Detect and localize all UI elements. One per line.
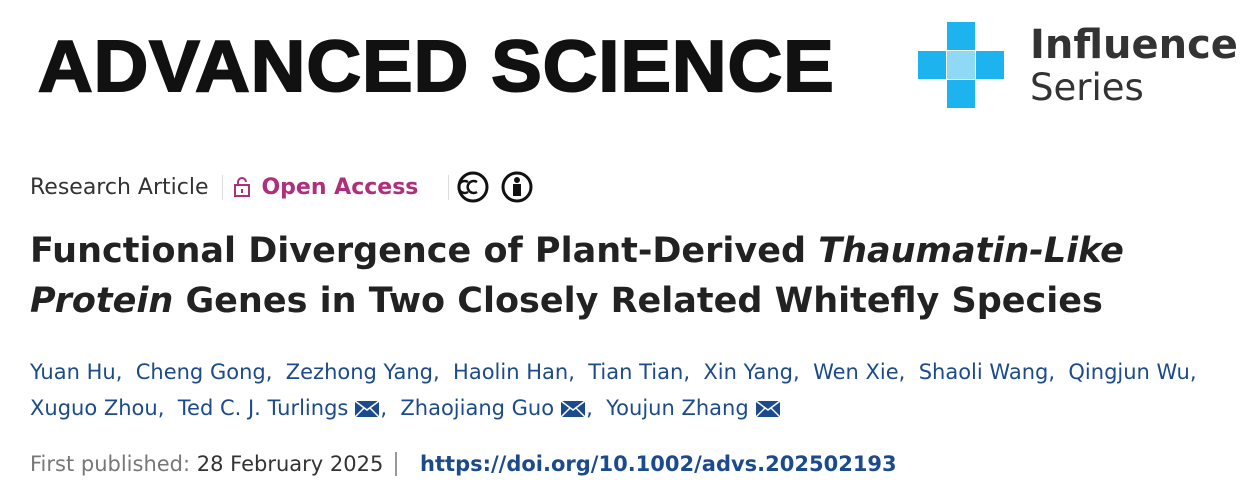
author-name[interactable]: Haolin Han xyxy=(453,360,569,384)
open-access: Open Access xyxy=(233,174,450,200)
article-title: Functional Divergence of Plant-Derived T… xyxy=(30,226,1240,326)
author-name[interactable]: Zezhong Yang xyxy=(285,360,433,384)
author-name[interactable]: Tian Tian xyxy=(588,360,684,384)
author-list: Yuan Hu Cheng Gong Zezhong Yang Haolin H… xyxy=(30,354,1230,426)
series-icon xyxy=(918,22,1004,108)
published-label: First published: xyxy=(30,452,191,476)
published-date: 28 February 2025 xyxy=(196,452,398,476)
article-meta: Research Article Open Access xyxy=(30,170,549,204)
author-name[interactable]: Youjun Zhang xyxy=(606,396,749,420)
series-subtitle: Series xyxy=(1030,66,1144,109)
author: Zhaojiang Guo xyxy=(400,396,599,420)
author: Xuguo Zhou xyxy=(30,396,171,420)
author-name[interactable]: Yuan Hu xyxy=(30,360,116,384)
author-name[interactable]: Qingjun Wu xyxy=(1068,360,1190,384)
publication-info: First published: 28 February 2025 https:… xyxy=(30,452,897,476)
email-icon[interactable] xyxy=(354,400,380,418)
email-icon[interactable] xyxy=(560,400,586,418)
author: Tian Tian xyxy=(588,360,696,384)
author: Youjun Zhang xyxy=(606,396,781,420)
email-icon[interactable] xyxy=(755,400,781,418)
author-name[interactable]: Zhaojiang Guo xyxy=(400,396,555,420)
author: Xin Yang xyxy=(703,360,806,384)
doi-link[interactable]: https://doi.org/10.1002/advs.202502193 xyxy=(420,452,897,476)
author-name[interactable]: Cheng Gong xyxy=(135,360,266,384)
author: Cheng Gong xyxy=(136,360,279,384)
author: Qingjun Wu xyxy=(1068,360,1203,384)
author-name[interactable]: Wen Xie xyxy=(813,360,899,384)
author-name[interactable]: Ted C. J. Turlings xyxy=(177,396,349,420)
open-access-label: Open Access xyxy=(261,174,419,200)
author: Yuan Hu xyxy=(30,360,129,384)
author-name[interactable]: Xuguo Zhou xyxy=(30,396,158,420)
author: Zezhong Yang xyxy=(286,360,447,384)
author: Wen Xie xyxy=(813,360,912,384)
journal-logo[interactable]: ADVANCED SCIENCE xyxy=(37,26,835,108)
author: Ted C. J. Turlings xyxy=(178,396,394,420)
author: Shaoli Wang xyxy=(919,360,1062,384)
lock-icon xyxy=(234,177,251,197)
series-title: Influence xyxy=(1030,22,1238,68)
title-text: Functional Divergence of Plant-Derived xyxy=(30,231,807,271)
author-name[interactable]: Xin Yang xyxy=(703,360,794,384)
title-text: Genes in Two Closely Related Whitefly Sp… xyxy=(185,281,1103,321)
license-icons[interactable] xyxy=(449,170,549,204)
author: Haolin Han xyxy=(453,360,582,384)
article-type: Research Article xyxy=(30,174,224,200)
author-name[interactable]: Shaoli Wang xyxy=(918,360,1049,384)
title-italic: Thaumatin-Like Protein xyxy=(30,231,1124,321)
